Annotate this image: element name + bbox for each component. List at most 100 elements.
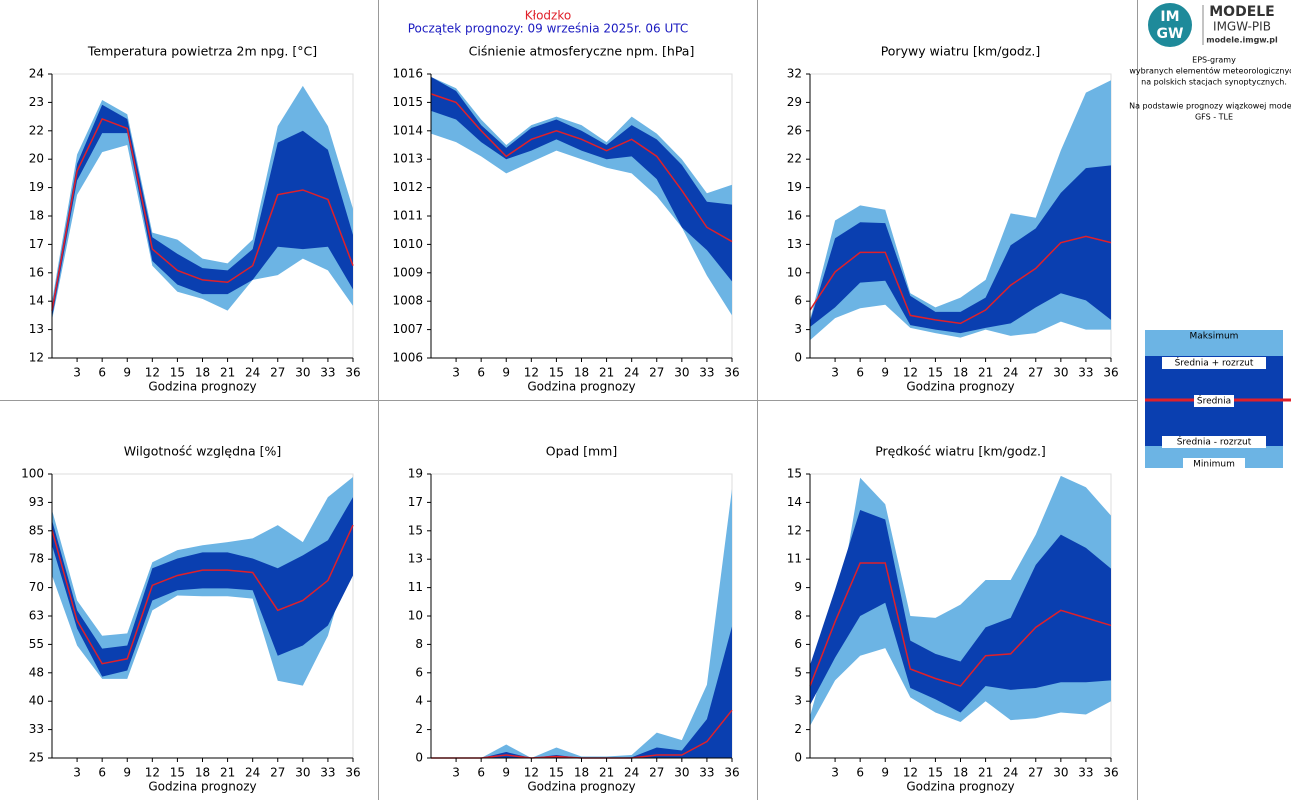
y-tick-label: 13 [787,237,802,251]
x-tick-label: 6 [98,766,106,780]
chart-title: Opad [mm] [546,444,617,459]
chart-title: Ciśnienie atmosferyczne npm. [hPa] [469,44,695,59]
y-tick-label: 14 [29,294,44,308]
legend-label: Średnia + rozrzut [1175,357,1254,369]
y-tick-label: 15 [408,523,423,537]
note: Na podstawie prognozy wiązkowej modelu [1129,102,1291,111]
y-tick-label: 40 [29,694,44,708]
y-tick-label: 0 [794,751,802,765]
y-tick-label: 9 [794,580,802,594]
y-tick-label: 3 [794,322,802,336]
y-tick-label: 14 [787,495,802,509]
chart-panel: Prędkość wiatru [km/godz.] 0 2 3 5 6 8 9 11 12 14 1… [787,444,1119,794]
x-tick-label: 24 [245,766,260,780]
x-axis-label: Godzina prognozy [148,380,256,394]
x-tick-label: 33 [1078,766,1093,780]
legend-label: Maksimum [1190,332,1239,342]
y-tick-label: 10 [408,609,423,623]
y-tick-label: 6 [794,294,802,308]
note: GFS - TLE [1195,113,1233,122]
y-tick-label: 19 [787,180,802,194]
x-tick-label: 15 [928,366,943,380]
x-axis-label: Godzina prognozy [906,380,1014,394]
y-tick-label: 33 [29,722,44,736]
x-tick-label: 36 [345,366,360,380]
y-tick-label: 85 [29,523,44,537]
x-tick-label: 3 [831,766,839,780]
x-tick-label: 12 [903,766,918,780]
x-tick-label: 33 [699,366,714,380]
x-tick-label: 24 [624,766,639,780]
x-axis-label: Godzina prognozy [906,780,1014,794]
y-tick-label: 1016 [392,67,423,81]
chart-panel: Wilgotność względna [%]25334048556370788… [21,444,361,794]
x-tick-label: 30 [674,766,689,780]
x-tick-label: 15 [549,366,564,380]
y-tick-label: 16 [29,265,44,279]
x-tick-label: 30 [295,366,310,380]
x-tick-label: 3 [73,766,81,780]
x-tick-label: 21 [220,766,235,780]
x-tick-label: 33 [1078,366,1093,380]
x-tick-label: 3 [73,366,81,380]
x-tick-label: 9 [123,366,131,380]
x-tick-label: 15 [170,366,185,380]
legend-label: Minimum [1193,460,1235,470]
y-tick-label: 1012 [392,180,423,194]
x-tick-label: 24 [624,366,639,380]
y-tick-label: 6 [415,665,423,679]
x-tick-label: 21 [978,366,993,380]
x-tick-label: 9 [123,766,131,780]
legend-label-bg [1162,357,1266,369]
logo-org: IMGW-PIB [1213,20,1271,34]
x-tick-label: 15 [928,766,943,780]
logo: IM GW MODELE IMGW-PIB modele.imgw.pl [1148,3,1278,47]
band [431,76,732,282]
notes: EPS-gramy wybranych elementów meteorolog… [1129,56,1291,122]
y-tick-label: 29 [787,95,802,109]
x-axis-label: Godzina prognozy [527,780,635,794]
mean-line [430,93,733,243]
x-tick-label: 18 [195,366,210,380]
x-tick-label: 6 [856,366,864,380]
x-tick-label: 15 [170,766,185,780]
x-tick-label: 18 [195,766,210,780]
y-tick-label: 55 [29,637,44,651]
y-tick-label: 22 [787,152,802,166]
x-tick-label: 3 [452,366,460,380]
mean-line [809,562,1112,687]
y-tick-label: 24 [29,67,44,81]
x-tick-label: 9 [881,766,889,780]
y-tick-label: 32 [787,67,802,81]
logo-url: modele.imgw.pl [1206,36,1278,45]
legend-swatch [1145,330,1283,356]
x-tick-label: 33 [699,766,714,780]
x-tick-label: 21 [220,366,235,380]
chart-title: Prędkość wiatru [km/godz.] [875,444,1046,459]
logo-name: MODELE [1209,4,1275,20]
x-tick-label: 36 [1103,766,1118,780]
y-tick-label: 1009 [392,265,423,279]
note: na polskich stacjach synoptycznych. [1141,78,1287,87]
y-tick-label: 93 [29,495,44,509]
y-tick-label: 6 [794,637,802,651]
y-tick-label: 19 [29,180,44,194]
x-tick-label: 12 [524,766,539,780]
chart-title: Temperatura powietrza 2m npg. [°C] [87,44,317,59]
x-tick-label: 18 [953,366,968,380]
y-tick-label: 1007 [392,322,423,336]
x-tick-label: 9 [881,366,889,380]
y-tick-label: 1006 [392,351,423,365]
legend-label-bg [1183,458,1245,470]
note: wybranych elementów meteorologicznych [1129,66,1291,76]
chart-panel: Porywy wiatru [km/godz.]0361013161922262… [787,44,1119,394]
y-tick-label: 2 [794,722,802,736]
x-tick-label: 3 [452,766,460,780]
x-tick-label: 36 [724,766,739,780]
y-tick-label: 3 [794,694,802,708]
y-tick-label: 16 [787,209,802,223]
mean-line [51,524,354,665]
y-tick-label: 20 [29,152,44,166]
y-tick-label: 15 [787,467,802,481]
